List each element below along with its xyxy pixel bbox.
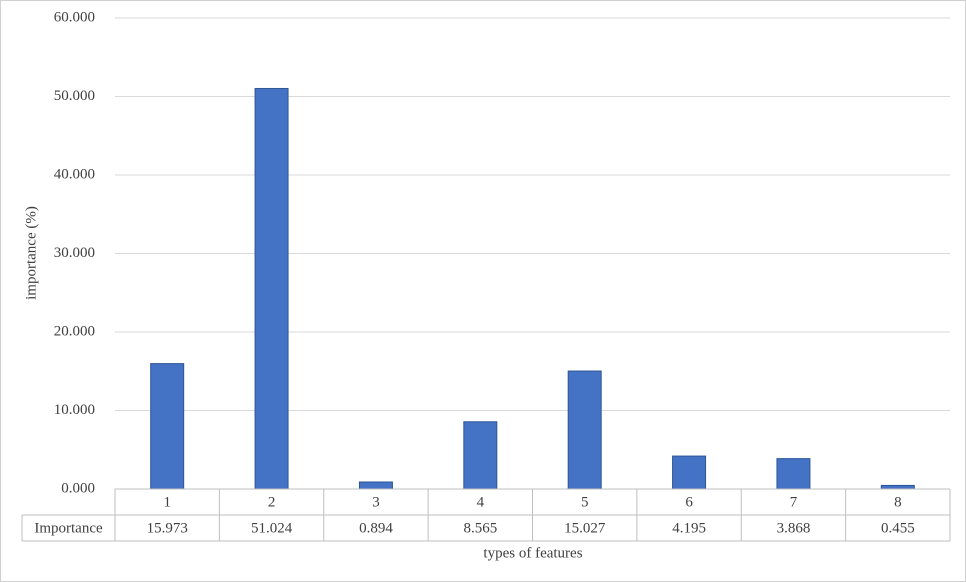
y-tick-label: 30.000	[54, 245, 95, 261]
bar	[463, 421, 498, 490]
table-value: 8.565	[463, 520, 497, 536]
y-tick-label: 60.000	[54, 9, 95, 25]
bar	[358, 481, 393, 490]
y-tick-label: 50.000	[54, 88, 95, 104]
bar	[880, 484, 915, 490]
x-tick-label: 1	[163, 494, 171, 510]
bar	[150, 363, 185, 490]
table-value: 3.868	[777, 520, 811, 536]
x-tick-label: 2	[268, 494, 276, 510]
table-value: 15.027	[564, 520, 606, 536]
table-value: 0.894	[359, 520, 393, 536]
y-tick-label: 40.000	[54, 166, 95, 182]
table-value: 51.024	[251, 520, 293, 536]
x-tick-label: 8	[894, 494, 902, 510]
y-tick-label: 20.000	[54, 323, 95, 339]
y-axis-label: importance (%)	[23, 206, 39, 300]
y-tick-label: 0.000	[61, 480, 95, 496]
bar	[567, 370, 602, 490]
x-tick-label: 3	[372, 494, 380, 510]
x-tick-label: 6	[685, 494, 693, 510]
bar	[254, 87, 289, 490]
table-value: 15.973	[147, 520, 188, 536]
bar	[776, 458, 811, 490]
table-value: 0.455	[881, 520, 915, 536]
x-axis-label: types of features	[483, 545, 582, 561]
x-tick-label: 5	[581, 494, 589, 510]
x-tick-label: 7	[790, 494, 798, 510]
x-tick-label: 4	[477, 494, 485, 510]
table-value: 4.195	[672, 520, 706, 536]
bar	[672, 455, 707, 490]
y-tick-label: 10.000	[54, 402, 95, 418]
table-row-header: Importance	[34, 520, 103, 536]
